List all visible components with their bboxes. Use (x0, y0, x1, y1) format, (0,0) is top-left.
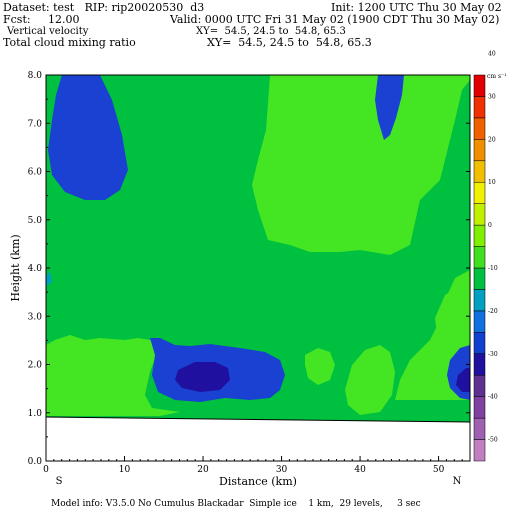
x-tick-label: 50 (433, 465, 445, 475)
colorbar-swatch (473, 374, 486, 397)
colorbar-label: -30 (488, 351, 498, 358)
valid-label: Valid: 0000 UTC Fri 31 May 02 (1900 CDT … (170, 13, 500, 26)
terrain-mask (46, 417, 470, 461)
x-tick-label: 30 (276, 465, 288, 475)
colorbar-swatch (473, 289, 486, 312)
x-axis-title: Distance (km) (219, 475, 297, 488)
north-label: N (453, 476, 462, 487)
colorbar-swatch (473, 417, 486, 440)
x-axis: 0 10 20 30 40 50 (43, 456, 471, 475)
x-tick-label: 10 (119, 465, 131, 475)
contour-blue-top-right (375, 75, 404, 140)
colorbar-swatch (473, 224, 486, 247)
colorbar-label: -10 (488, 265, 498, 272)
contour-field (46, 75, 470, 461)
colorbar-swatch (473, 96, 486, 119)
colorbar-swatch (473, 396, 486, 419)
y-tick-label: 0.0 (28, 457, 43, 467)
colorbar-swatch (473, 310, 486, 333)
colorbar-swatch (473, 332, 486, 355)
fcst-label: Fcst: 12.00 (3, 13, 80, 26)
contour-cyan-fleck (46, 272, 52, 286)
field1-xy: XY= 54.5, 24.5 to 54.8, 65.3 (196, 26, 346, 37)
colorbar-unit: cm s⁻¹ (487, 73, 507, 80)
colorbar-label: 30 (488, 93, 496, 100)
init-label: Init: 1200 UTC Thu 30 May 02 (331, 1, 502, 14)
colorbar-label: 10 (488, 179, 496, 186)
colorbar-swatch (473, 439, 486, 462)
y-tick-label: 8.0 (28, 71, 43, 81)
model-info-footer: Model info: V3.5.0 No Cumulus Blackadar … (51, 499, 421, 509)
y-tick-label: 4.0 (28, 264, 43, 274)
field1-label: Vertical velocity (7, 26, 89, 37)
y-tick-label: 6.0 (28, 168, 43, 178)
colorbar-label: -40 (488, 394, 498, 401)
x-tick-label: 40 (354, 465, 366, 475)
colorbar-label: -20 (488, 308, 498, 315)
colorbar-swatch (473, 181, 486, 204)
contour-lightgreen-bottom-left (46, 335, 180, 416)
terrain-line (46, 416, 470, 423)
y-axis: 0.0 1.0 2.0 3.0 4.0 5.0 6.0 7.0 8.0 (28, 71, 470, 467)
y-tick-label: 1.0 (28, 409, 43, 419)
contour-lightgreen-right-patch (345, 345, 395, 415)
colorbar-label: 0 (488, 222, 492, 229)
colorbar-swatch (473, 160, 486, 183)
colorbar-swatch (473, 267, 486, 290)
colorbar-swatch (473, 139, 486, 162)
colorbar: -50 -40 -30 -20 -10 0 10 20 30 40 (473, 51, 498, 462)
colorbar-swatch (473, 246, 486, 269)
colorbar-swatch (473, 353, 486, 376)
field2-xy: XY= 54.5, 24.5 to 54.8, 65.3 (207, 36, 372, 49)
dataset-label: Dataset: test RIP: rip20020530 d3 (3, 1, 205, 14)
y-tick-label: 7.0 (28, 119, 43, 129)
y-tick-label: 3.0 (28, 312, 43, 322)
contour-darkblue-right (456, 368, 470, 392)
x-tick-label: 20 (197, 465, 209, 475)
colorbar-label: 40 (488, 51, 496, 58)
colorbar-swatch (473, 203, 486, 226)
colorbar-swatch (473, 74, 486, 97)
y-tick-label: 5.0 (28, 216, 43, 226)
y-axis-title: Height (km) (9, 234, 22, 301)
contour-darkblue-core (175, 362, 230, 392)
contour-blue-top-left (48, 75, 128, 200)
field2-label: Total cloud mixing ratio (3, 36, 136, 49)
colorbar-swatch (473, 117, 486, 140)
colorbar-label: -50 (488, 437, 498, 444)
y-tick-label: 2.0 (28, 361, 43, 371)
contour-lightgreen-center (305, 348, 335, 385)
south-label: S (56, 476, 63, 487)
x-tick-label: 0 (43, 465, 49, 475)
contour-lightgreen-top-right (258, 75, 378, 210)
colorbar-label: 20 (488, 136, 496, 143)
